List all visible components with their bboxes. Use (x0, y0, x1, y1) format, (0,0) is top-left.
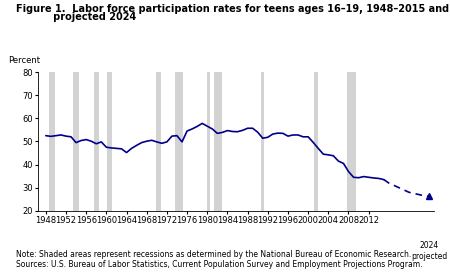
Bar (108, 72, 112, 211)
Text: Figure 1.  Labor force participation rates for teens ages 16–19, 1948–2015 and: Figure 1. Labor force participation rate… (16, 4, 449, 14)
Text: Note: Shaded areas represent recessions as determined by the National Bureau of : Note: Shaded areas represent recessions … (16, 250, 422, 269)
Text: 2024
projected: 2024 projected (411, 241, 447, 261)
Bar (347, 72, 356, 211)
Bar (156, 72, 162, 211)
Bar (207, 72, 210, 211)
Bar (176, 72, 183, 211)
Bar (261, 72, 264, 211)
Text: Percent: Percent (9, 56, 40, 65)
Bar (49, 72, 55, 211)
Text: projected 2024: projected 2024 (16, 12, 136, 22)
Bar (314, 72, 318, 211)
Bar (73, 72, 79, 211)
Bar (94, 72, 99, 211)
Bar (214, 72, 222, 211)
